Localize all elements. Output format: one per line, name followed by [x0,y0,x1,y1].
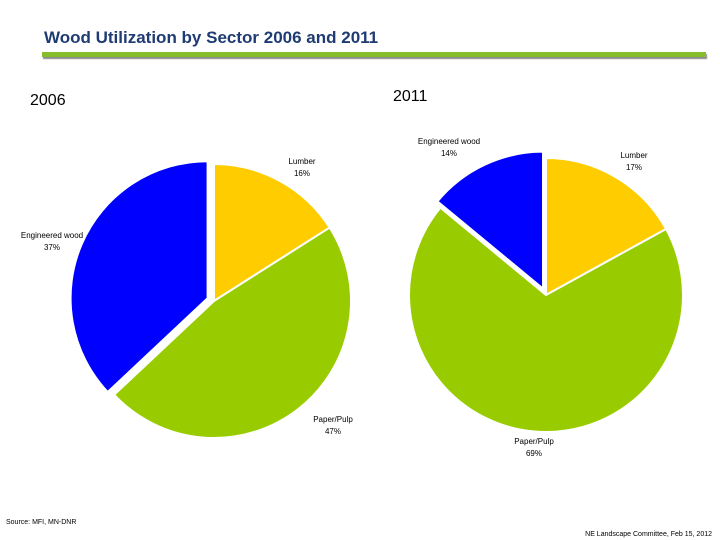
pie-slice-2006-lumber [213,163,331,302]
title-underline [42,52,706,57]
pie-slice-2006-engineered-wood [69,160,209,394]
pie-slice-2011-lumber [545,157,668,296]
pie-slice-2011-paper-pulp [408,206,684,433]
chart-2006-title: 2006 [30,92,66,109]
label-2006-lumber: Lumber 16% [288,157,316,178]
pie-slice-2006-paper-pulp [113,226,352,439]
source-note: Source: MFI, MN-DNR [6,519,77,526]
label-2011-paper-pulp: Paper/Pulp 69% [514,437,554,458]
slide-title: Wood Utilization by Sector 2006 and 2011 [44,28,379,47]
label-2006-engineered-wood: Engineered wood 37% [20,231,84,252]
label-2011-engineered-wood: Engineered wood 14% [417,137,481,158]
footer-note: NE Landscape Committee, Feb 15, 2012 [585,531,712,538]
label-2011-lumber: Lumber 17% [620,151,648,172]
pie-slice-2011-engineered-wood [436,150,545,290]
label-2006-paper-pulp: Paper/Pulp 47% [313,415,353,436]
chart-2011-title: 2011 [393,88,428,105]
